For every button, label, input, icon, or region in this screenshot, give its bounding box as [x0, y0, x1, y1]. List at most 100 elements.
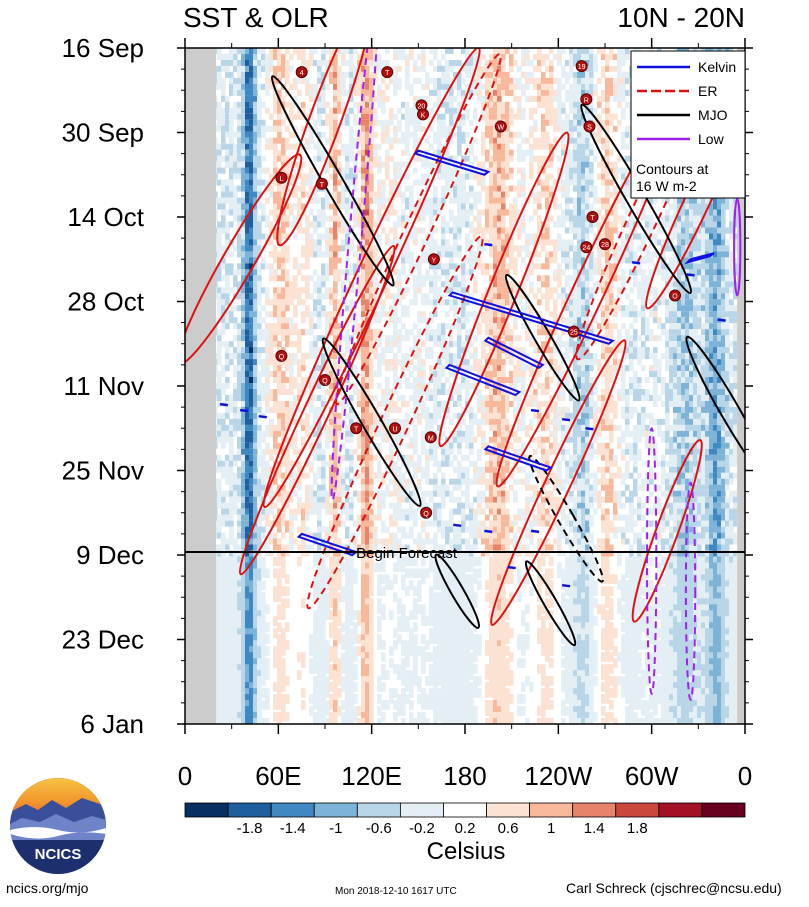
heat-cell [321, 293, 326, 300]
heat-cell [381, 299, 386, 306]
heat-cell [333, 185, 338, 192]
heat-cell [245, 215, 250, 222]
heat-cell [241, 161, 246, 168]
heat-cell [421, 550, 426, 557]
heat-cell [281, 640, 286, 650]
heat-cell [365, 347, 370, 354]
heat-cell [349, 149, 354, 156]
heat-cell [249, 257, 254, 264]
heat-cell [257, 101, 262, 108]
heat-cell [241, 508, 246, 515]
heat-cell [217, 48, 222, 54]
heat-cell [257, 359, 262, 366]
heat-cell [413, 514, 418, 521]
heat-cell [361, 460, 366, 467]
heat-cell [313, 173, 318, 180]
heat-cell [237, 83, 242, 90]
heat-cell [309, 383, 314, 389]
heat-cell [405, 287, 410, 294]
heat-cell [237, 688, 242, 698]
heat-cell [257, 311, 262, 318]
heat-cell [237, 269, 242, 276]
heat-cell [341, 353, 346, 360]
heat-cell [301, 299, 306, 306]
heat-cell [429, 652, 434, 662]
heat-cell [293, 538, 298, 545]
heat-cell [361, 149, 366, 156]
heat-cell [381, 610, 386, 620]
heat-cell [317, 436, 322, 443]
heat-cell [237, 383, 242, 389]
heat-cell [433, 401, 438, 407]
heat-cell [393, 574, 398, 584]
heat-cell [405, 676, 410, 686]
heat-cell [229, 341, 234, 348]
heat-cell [341, 119, 346, 126]
heat-cell [365, 424, 370, 431]
heat-cell [389, 245, 394, 252]
heat-cell [217, 616, 222, 626]
heat-cell [333, 532, 338, 539]
heat-cell [317, 694, 322, 704]
heat-cell [333, 173, 338, 180]
heat-cell [361, 664, 366, 674]
heat-cell [361, 341, 366, 348]
heat-cell [369, 430, 374, 437]
heat-cell [225, 406, 230, 413]
heat-cell [345, 113, 350, 120]
heat-cell [317, 412, 322, 419]
heat-cell [241, 724, 246, 734]
heat-cell [329, 664, 334, 674]
heat-cell [265, 658, 270, 668]
heat-cell [433, 484, 438, 491]
heat-cell [345, 718, 350, 724]
heat-cell [385, 347, 390, 354]
heat-cell [281, 203, 286, 210]
heat-cell [241, 251, 246, 258]
heat-cell [373, 95, 378, 102]
heat-cell [345, 616, 350, 626]
heat-cell [365, 592, 370, 602]
heat-cell [349, 460, 354, 467]
heat-cell [413, 442, 418, 449]
heat-cell [357, 245, 362, 252]
heat-cell [253, 107, 258, 114]
heat-cell [221, 83, 226, 90]
heat-cell [289, 478, 294, 485]
heat-cell [217, 544, 222, 551]
heat-cell [365, 329, 370, 336]
heat-cell [329, 724, 334, 734]
heat-cell [393, 227, 398, 234]
heat-cell [217, 305, 222, 312]
heat-cell [417, 275, 422, 282]
heat-cell [253, 592, 258, 602]
heat-cell [253, 311, 258, 318]
heat-cell [373, 353, 378, 360]
heat-cell [253, 54, 258, 60]
heat-cell [417, 335, 422, 342]
heat-cell [221, 412, 226, 419]
heat-cell [389, 610, 394, 620]
heat-cell [409, 712, 414, 722]
heat-cell [349, 568, 354, 579]
heat-cell [405, 227, 410, 234]
heat-cell [301, 125, 306, 132]
heat-cell [369, 209, 374, 216]
heat-cell [349, 83, 354, 90]
heat-cell [217, 556, 222, 567]
heat-cell [393, 191, 398, 198]
heat-cell [357, 215, 362, 222]
heat-cell [421, 48, 426, 54]
heat-cell [225, 377, 230, 383]
heat-cell [273, 592, 278, 602]
heat-cell [341, 143, 346, 150]
heat-cell [437, 167, 442, 174]
heat-cell [273, 712, 278, 722]
heat-cell [325, 191, 330, 198]
heat-cell [257, 173, 262, 180]
heat-cell [369, 484, 374, 491]
heat-cell [217, 634, 222, 644]
heat-cell [233, 65, 238, 72]
heat-cell [257, 233, 262, 240]
heat-cell [365, 203, 370, 210]
